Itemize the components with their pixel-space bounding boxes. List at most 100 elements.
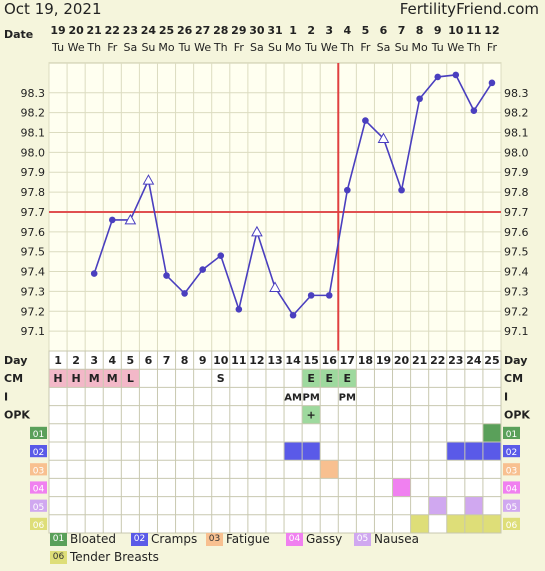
date-label: 20 (68, 24, 84, 37)
symptom-row-swatch-right (503, 426, 520, 439)
temp-point (344, 186, 351, 194)
y-tick-right: 97.4 (504, 266, 529, 279)
legend-swatch: 06 (50, 550, 67, 564)
day-number: 14 (285, 354, 301, 367)
symptom-cell (302, 442, 321, 461)
temp-point (398, 186, 405, 194)
weekday-label: Sa (377, 41, 391, 54)
date-label: 21 (87, 24, 102, 37)
symptom-row-code-left: 02 (33, 448, 44, 458)
cm-value: E (325, 372, 333, 385)
symptom-row-swatch-left (30, 445, 47, 458)
day-number: 7 (163, 354, 171, 367)
cm-value: L (127, 372, 134, 385)
symptom-row-swatch-right (503, 517, 520, 530)
y-tick-left: 97.8 (21, 186, 46, 199)
temp-point (416, 95, 423, 103)
site-name[interactable]: FertilityFriend.com (399, 0, 539, 18)
symptom-row-swatch-right (503, 463, 520, 476)
date-label: 1 (289, 24, 297, 37)
y-tick-right: 98.3 (504, 87, 529, 100)
temp-point (163, 272, 170, 279)
weekday-label: Tu (304, 41, 317, 54)
date-label: 19 (50, 24, 65, 37)
temp-point (488, 79, 496, 87)
symptom-row-swatch-left (30, 463, 47, 476)
legend-tender-breasts: 06 Tender Breasts (50, 550, 159, 564)
y-tick-left: 97.6 (21, 226, 46, 239)
weekday-label: Mo (412, 41, 428, 54)
cm-value: H (72, 372, 81, 385)
symptom-row-code-right: 03 (506, 466, 517, 476)
date-label: 22 (105, 24, 120, 37)
symptom-row-code-right: 04 (506, 485, 518, 495)
y-tick-left: 97.2 (21, 305, 46, 318)
y-tick-left: 98.1 (21, 127, 46, 140)
y-tick-left: 97.5 (21, 246, 46, 259)
temp-point (199, 266, 206, 273)
y-tick-right: 97.3 (504, 285, 529, 298)
legend-label: Tender Breasts (70, 550, 159, 564)
symptom-cell (464, 514, 483, 533)
day-number: 18 (358, 354, 373, 367)
date-row-label: Date (4, 28, 33, 41)
day-number: 15 (304, 354, 319, 367)
legend-swatch: 04 (286, 532, 303, 546)
symptom-row-swatch-left (30, 499, 47, 512)
legend-gassy: 04 Gassy (286, 532, 342, 546)
date-label: 10 (448, 24, 464, 37)
weekday-label: Th (86, 41, 101, 54)
symptom-row-code-left: 05 (33, 503, 44, 513)
date-label: 4 (343, 24, 351, 37)
legend-cramps: 02 Cramps (131, 532, 197, 546)
date-label: 9 (434, 24, 442, 37)
weekday-label: We (68, 41, 85, 54)
cm-value: E (307, 372, 315, 385)
row-label-right: OPK (504, 409, 530, 422)
y-tick-right: 97.5 (504, 246, 529, 259)
y-tick-left: 97.4 (21, 266, 46, 279)
y-tick-left: 97.7 (21, 206, 46, 219)
weekday-label: Sa (250, 41, 264, 54)
symptom-cell (482, 514, 501, 533)
y-tick-right: 98.0 (504, 146, 529, 159)
cm-value: S (217, 372, 225, 385)
row-label-left: Day (4, 354, 27, 367)
cm-cell (338, 369, 357, 388)
date-label: 25 (159, 24, 174, 37)
weekday-label: Fr (487, 41, 498, 54)
day-number: 25 (484, 354, 499, 367)
legend-nausea: 05 Nausea (354, 532, 419, 546)
cm-cell (302, 369, 321, 388)
cm-cell (121, 369, 140, 388)
weekday-label: Fr (234, 41, 245, 54)
legend-swatch: 05 (354, 532, 371, 546)
day-number: 9 (199, 354, 207, 367)
temp-point (217, 252, 225, 259)
y-tick-left: 98.3 (21, 87, 46, 100)
day-number: 5 (127, 354, 135, 367)
day-number: 21 (412, 354, 427, 367)
day-number: 1 (54, 354, 62, 367)
y-tick-right: 97.9 (504, 166, 529, 179)
day-number: 6 (145, 354, 153, 367)
cm-cell (67, 369, 86, 388)
temp-point-open (124, 213, 137, 225)
legend-label: Bloated (70, 532, 116, 546)
date-label: 7 (398, 24, 406, 37)
row-label-right: I (504, 390, 508, 403)
symptom-row-code-left: 01 (33, 430, 44, 440)
y-tick-right: 97.8 (504, 186, 529, 199)
cm-cell (211, 369, 230, 388)
weekday-label: We (447, 41, 464, 54)
temp-point (325, 292, 333, 299)
symptom-row-code-right: 05 (506, 503, 517, 513)
date-label: 8 (416, 24, 424, 37)
cm-cell (320, 369, 339, 388)
legend-bloated: 01 Bloated (50, 532, 116, 546)
date-label: 11 (466, 24, 481, 37)
symptom-row-code-right: 02 (506, 448, 517, 458)
temp-point (307, 292, 315, 299)
y-tick-left: 98.2 (21, 107, 46, 120)
